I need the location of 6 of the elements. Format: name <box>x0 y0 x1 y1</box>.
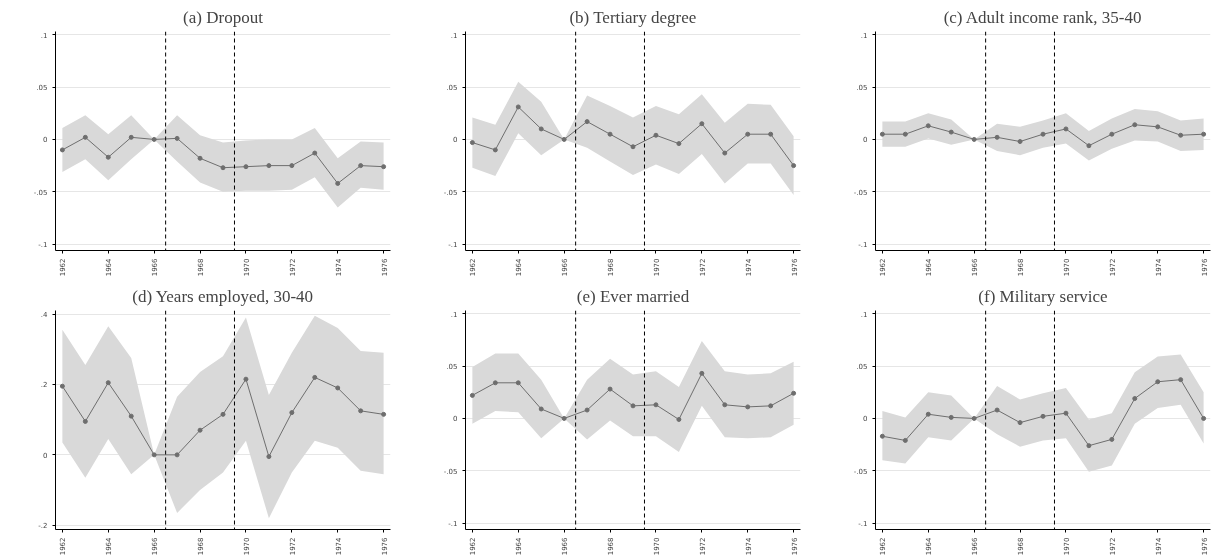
chart-title: (d) Years employed, 30-40 <box>132 286 314 306</box>
chart-title: (e) Ever married <box>576 286 690 306</box>
chart-title: (b) Tertiary degree <box>569 7 697 27</box>
chart-title: (a) Dropout <box>183 7 264 27</box>
chart-title: (c) Adult income rank, 35-40 <box>943 7 1142 27</box>
chart-title: (f) Military service <box>978 286 1108 306</box>
